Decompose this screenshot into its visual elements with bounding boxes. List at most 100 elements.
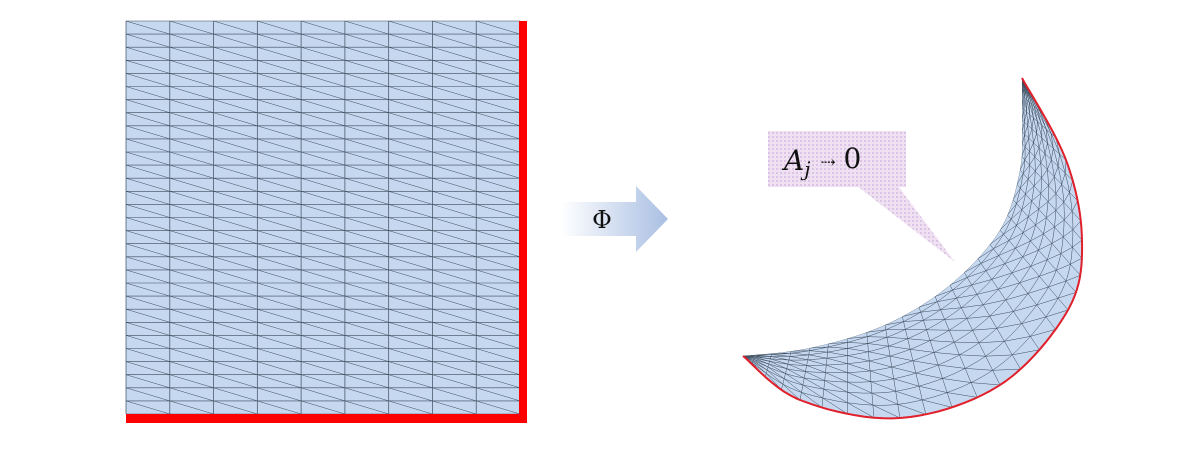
square-mesh-diagonal	[301, 269, 345, 284]
square-mesh-diagonal	[301, 335, 345, 349]
crescent-mesh-diagonal	[1013, 304, 1037, 312]
crescent-mesh-diagonal	[993, 240, 1010, 250]
square-mesh-diagonal	[388, 191, 433, 205]
crescent-mesh-diagonal	[1033, 177, 1042, 187]
crescent-mesh-diagonal	[918, 385, 948, 393]
square-mesh-diagonal	[169, 374, 214, 389]
square-mesh-diagonal	[476, 33, 521, 48]
crescent-mesh-diagonal	[1029, 156, 1036, 166]
crescent-mesh-diagonal	[1070, 257, 1083, 265]
square-mesh-diagonal	[388, 295, 433, 310]
crescent-mesh-diagonal	[806, 365, 826, 373]
crescent-mesh-diagonal	[1040, 185, 1049, 194]
crescent-mesh-diagonal	[847, 336, 868, 339]
crescent-mesh-diagonal	[967, 270, 986, 278]
square-mesh-diagonal	[388, 269, 433, 284]
square-mesh-diagonal	[344, 99, 389, 113]
square-mesh-diagonal	[476, 138, 521, 153]
square-mesh-diagonal	[476, 112, 521, 127]
square-mesh-diagonal	[169, 99, 214, 113]
crescent-mesh-diagonal	[785, 373, 804, 386]
square-mesh-diagonal	[388, 335, 433, 349]
square-mesh-diagonal	[125, 164, 170, 179]
square-mesh-diagonal	[257, 33, 302, 48]
crescent-mesh-diagonal	[1051, 148, 1054, 160]
crescent-mesh-diagonal	[791, 350, 810, 352]
square-mesh-diagonal	[169, 125, 214, 140]
crescent-mesh-diagonal	[827, 351, 848, 356]
crescent-mesh-diagonal	[1019, 159, 1026, 171]
crescent-mesh-diagonal	[991, 272, 1012, 280]
crescent-mesh-diagonal	[847, 372, 871, 382]
square-mesh-diagonal	[301, 217, 345, 231]
square-mesh-diagonal	[301, 400, 345, 415]
crescent-mesh-diagonal	[980, 255, 999, 264]
crescent-mesh-diagonal	[1047, 159, 1052, 170]
crescent-mesh-diagonal	[934, 289, 953, 297]
square-mesh-diagonal	[344, 322, 389, 336]
square-mesh-diagonal	[432, 20, 477, 35]
square-mesh-diagonal	[213, 20, 258, 35]
crescent-mesh-diagonal	[1021, 200, 1032, 210]
square-mesh-diagonal	[213, 282, 258, 297]
square-mesh-diagonal	[257, 269, 302, 284]
crescent-mesh-radial	[934, 296, 978, 398]
crescent-mesh-diagonal	[754, 355, 772, 357]
crescent-mesh-diagonal	[1021, 122, 1025, 132]
crescent-mesh-diagonal	[1035, 217, 1047, 226]
square-mesh-diagonal	[388, 20, 433, 35]
square-bottom-boundary	[126, 414, 527, 423]
crescent-mesh-radial	[1021, 131, 1073, 181]
square-mesh-diagonal	[388, 308, 433, 323]
crescent-mesh-diagonal	[1024, 87, 1028, 101]
square-mesh-diagonal	[476, 86, 521, 100]
square-mesh-diagonal	[432, 164, 477, 179]
square-mesh-diagonal	[257, 138, 302, 153]
square-mesh-diagonal	[169, 204, 214, 218]
square-mesh-diagonal	[301, 256, 345, 271]
square-mesh-diagonal	[344, 164, 389, 179]
crescent-mesh-diagonal	[956, 294, 978, 299]
crescent-mesh-diagonal	[1061, 173, 1066, 185]
square-mesh-diagonal	[125, 269, 170, 284]
square-mesh-diagonal	[344, 335, 389, 349]
crescent-mesh-diagonal	[1021, 96, 1024, 109]
square-mesh-diagonal	[344, 191, 389, 205]
square-mesh-diagonal	[257, 282, 302, 297]
callout-limit: 0	[844, 142, 862, 175]
square-mesh-diagonal	[169, 295, 214, 310]
square-mesh-diagonal	[432, 204, 477, 218]
crescent-mesh-diagonal	[989, 233, 1004, 245]
crescent-mesh-diagonal	[809, 346, 829, 349]
square-mesh-diagonal	[388, 33, 433, 48]
crescent-mesh-diagonal	[965, 368, 993, 371]
crescent-mesh-diagonal	[1041, 169, 1048, 179]
crescent-mesh-diagonal	[1027, 114, 1031, 126]
crescent-mesh-diagonal	[966, 315, 990, 319]
square-mesh-diagonal	[344, 112, 389, 127]
crescent-mesh-diagonal	[828, 342, 848, 344]
crescent-mesh-diagonal	[1063, 192, 1070, 203]
crescent-mesh-diagonal	[1050, 133, 1054, 149]
square-mesh-diagonal	[213, 243, 258, 258]
square-mesh-diagonal	[125, 99, 170, 113]
square-mesh-diagonal	[301, 282, 345, 297]
square-mesh-diagonal	[301, 348, 345, 362]
square-mesh-diagonal	[169, 46, 214, 61]
crescent-mesh-diagonal	[947, 392, 978, 398]
crescent-mesh-diagonal	[808, 354, 828, 359]
square-mesh-diagonal	[213, 374, 258, 389]
square-mesh-diagonal	[125, 125, 170, 140]
square-mesh-diagonal	[344, 151, 389, 166]
crescent-mesh-diagonal	[787, 363, 806, 372]
crescent-mesh-diagonal	[847, 391, 874, 406]
crescent-mesh-diagonal	[992, 368, 1021, 371]
square-mesh-diagonal	[432, 60, 477, 74]
crescent-mesh-diagonal	[1051, 236, 1064, 244]
square-mesh-diagonal	[257, 243, 302, 258]
crescent-mesh-diagonal	[754, 355, 771, 360]
crescent-mesh-diagonal	[1033, 133, 1037, 143]
square-mesh-diagonal	[476, 230, 521, 244]
crescent-mesh-diagonal	[1004, 256, 1023, 264]
crescent-mesh-diagonal	[1030, 233, 1044, 242]
